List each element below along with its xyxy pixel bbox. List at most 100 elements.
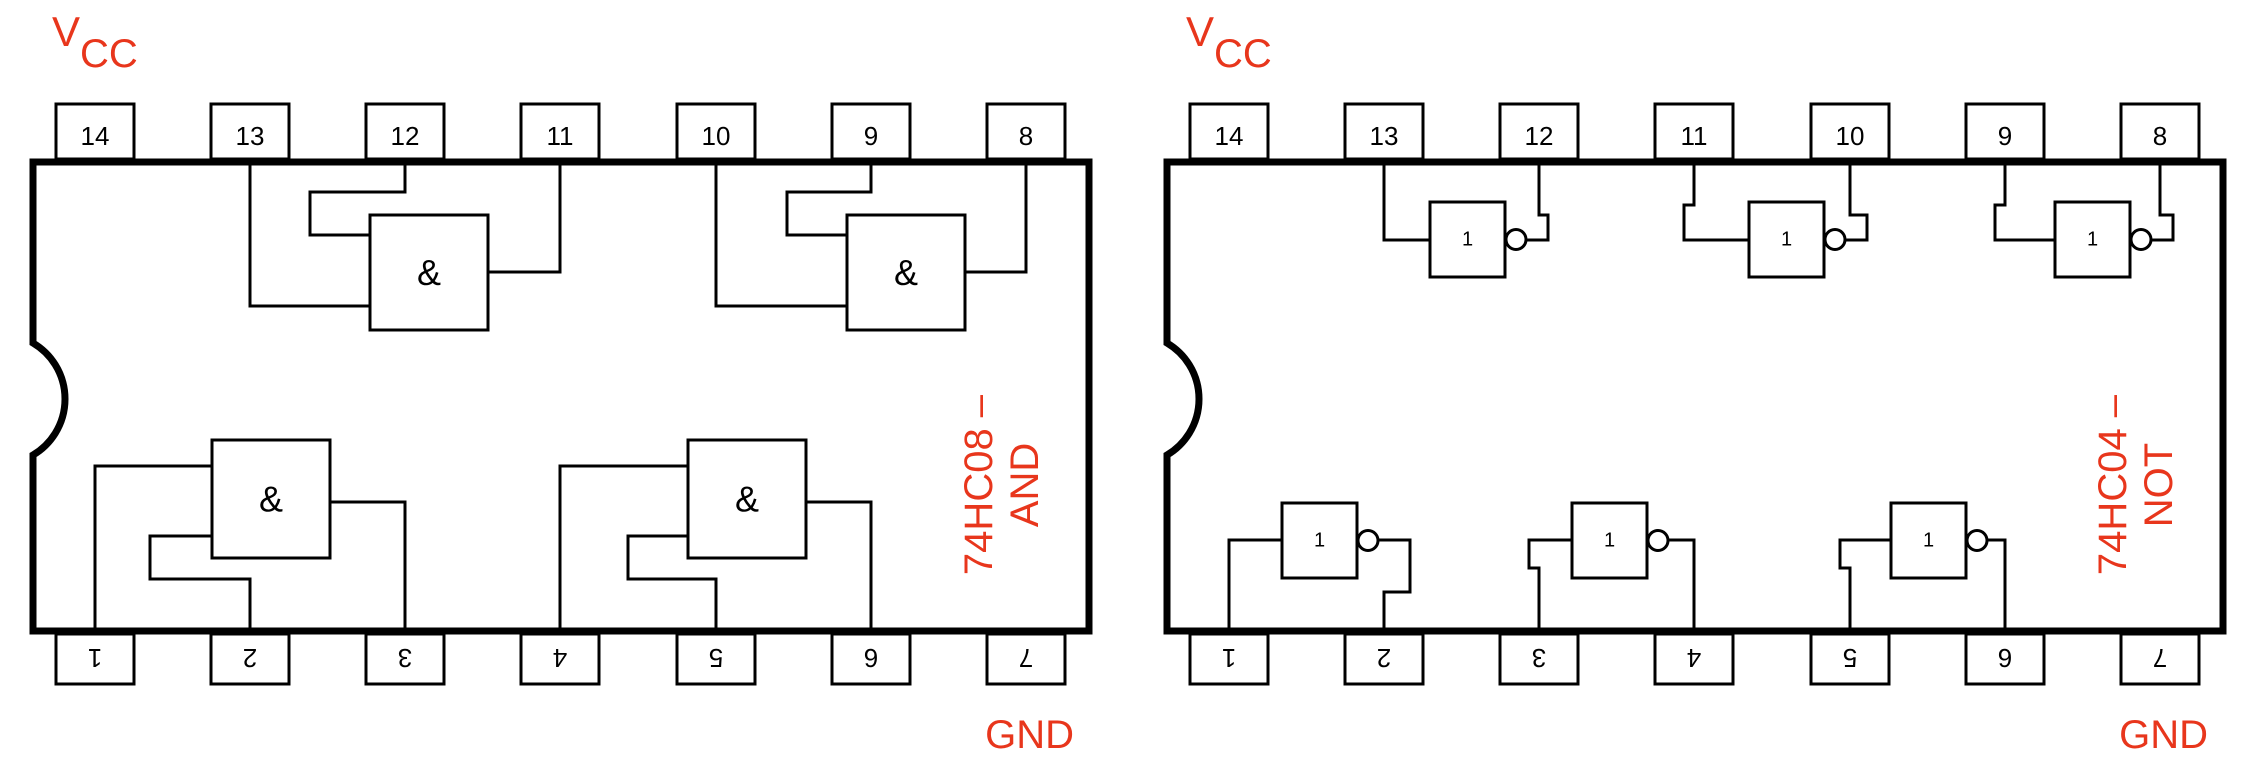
not-gate-symbol: 1 <box>1604 530 1615 552</box>
pin-8 <box>985 102 1067 161</box>
and-gate-d: & <box>686 438 808 560</box>
pin-6 <box>1964 632 2046 686</box>
pin-4-label: 4 <box>553 643 567 673</box>
inversion-bubble <box>2129 228 2153 251</box>
pin-2 <box>209 632 291 686</box>
pin-4-label: 4 <box>1687 643 1701 673</box>
pin-1-label: 1 <box>88 643 102 673</box>
pin-2-label: 2 <box>243 643 257 673</box>
pin-9 <box>1964 102 2046 161</box>
wire-8 <box>965 162 1028 274</box>
pin-7-label: 7 <box>2153 643 2167 673</box>
wire-out-10 <box>1845 162 1869 242</box>
wire-4 <box>558 464 688 631</box>
wire-3 <box>330 500 407 631</box>
not-gate-symbol: 1 <box>1781 229 1792 251</box>
wire-in-5 <box>1838 538 1891 631</box>
pin-13 <box>209 102 291 161</box>
and-gate-b: & <box>845 213 967 332</box>
pin-11 <box>1653 102 1735 161</box>
bottom-pin-row: 1 2 3 4 5 6 7 <box>54 632 1067 686</box>
pin-6-label: 6 <box>1998 643 2012 673</box>
part-label: 74HC04 –NOT <box>2091 394 2181 575</box>
not-gate-bottom-d: 1 <box>1280 501 1380 580</box>
part-function: NOT <box>2137 443 2181 527</box>
pin-12 <box>364 102 446 161</box>
and-gate-body <box>368 213 490 332</box>
not-gate-top-a: 1 <box>1428 200 1528 279</box>
pin-9 <box>830 102 912 161</box>
pin-6-label: 6 <box>864 643 878 673</box>
pin-9-label: 9 <box>1998 121 2012 151</box>
pin-9-label: 9 <box>864 121 878 151</box>
not-gate-body <box>1428 200 1507 279</box>
wire-in-13 <box>1382 162 1430 242</box>
pin-8-label: 8 <box>2153 121 2167 151</box>
wire-in-9 <box>1993 162 2055 242</box>
pin-4 <box>519 632 601 686</box>
wire-13 <box>248 162 370 308</box>
wire-9 <box>785 162 873 237</box>
pin-13 <box>1343 102 1425 161</box>
inversion-bubble <box>1504 228 1528 251</box>
not-gate-top-c: 1 <box>2053 200 2153 279</box>
not-gate-symbol: 1 <box>1923 530 1934 552</box>
inversion-bubble <box>1823 228 1847 251</box>
pin-3-label: 3 <box>1532 643 1546 673</box>
inversion-bubble <box>1965 529 1989 552</box>
vcc-label-subscript: CC <box>1214 32 1272 76</box>
pin-2 <box>1343 632 1425 686</box>
not-gate-top-b: 1 <box>1747 200 1847 279</box>
and-gate-symbol: & <box>894 252 918 293</box>
pin-3-label: 3 <box>398 643 412 673</box>
top-pin-row: 14 13 12 11 10 9 8 <box>1188 102 2201 161</box>
pin-14-label: 14 <box>81 121 110 151</box>
part-number: 74HC08 – <box>957 394 1001 575</box>
and-gate-body <box>210 438 332 560</box>
pin-8-label: 8 <box>1019 121 1033 151</box>
wire-in-11 <box>1682 162 1749 242</box>
vcc-label: VCC <box>1186 8 1272 76</box>
pin-12 <box>1498 102 1580 161</box>
pin-2-label: 2 <box>1377 643 1391 673</box>
part-number: 74HC04 – <box>2091 394 2135 575</box>
not-gate-bottom-e: 1 <box>1570 501 1670 580</box>
and-gate-symbol: & <box>259 479 283 520</box>
vcc-label-main: V <box>1186 8 1214 55</box>
pin-14-label: 14 <box>1215 121 1244 151</box>
not-gate-symbol: 1 <box>1314 530 1325 552</box>
wire-out-12 <box>1526 162 1550 242</box>
part-function: AND <box>1003 443 1047 527</box>
pin-11-label: 11 <box>1681 121 1708 151</box>
pin-1 <box>1188 632 1270 686</box>
and-gate-body <box>686 438 808 560</box>
pin-11 <box>519 102 601 161</box>
wire-out-4 <box>1668 538 1696 631</box>
pin-5 <box>1809 632 1891 686</box>
pin-8 <box>2119 102 2201 161</box>
pin-7 <box>985 632 1067 686</box>
chip-body <box>1163 158 2227 635</box>
and-gate-c: & <box>210 438 332 560</box>
wire-12 <box>308 162 407 237</box>
wire-11 <box>488 162 562 274</box>
not-gate-bottom-f: 1 <box>1889 501 1989 580</box>
and-gate-a: & <box>368 213 490 332</box>
pin-3 <box>1498 632 1580 686</box>
not-gate-symbol: 1 <box>2087 229 2098 251</box>
pin-5-label: 5 <box>709 643 723 673</box>
wire-6 <box>806 500 873 631</box>
and-gate-body <box>845 213 967 332</box>
pin-7 <box>2119 632 2201 686</box>
pin-10 <box>675 102 757 161</box>
vcc-label-main: V <box>52 8 80 55</box>
bottom-pin-row: 1 2 3 4 5 6 7 <box>1188 632 2201 686</box>
and-gate-symbol: & <box>417 252 441 293</box>
pin-14 <box>1188 102 1270 161</box>
pin-6 <box>830 632 912 686</box>
part-label: 74HC08 –AND <box>957 394 1047 575</box>
wire-in-1 <box>1227 538 1282 631</box>
